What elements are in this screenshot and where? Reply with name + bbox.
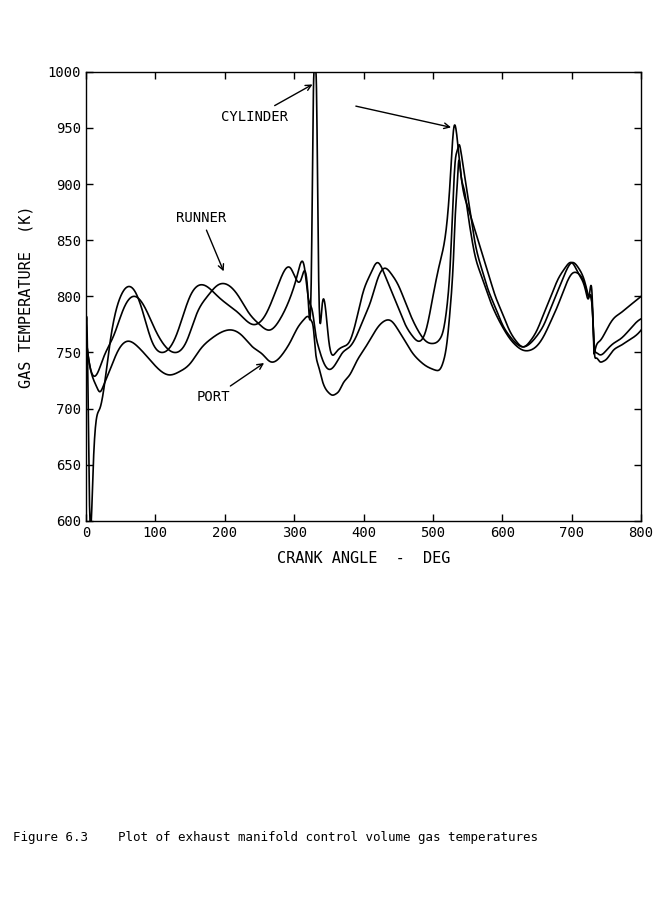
Text: RUNNER: RUNNER xyxy=(176,211,227,270)
X-axis label: CRANK ANGLE  -  DEG: CRANK ANGLE - DEG xyxy=(277,550,450,566)
Y-axis label: GAS TEMPERATURE  (K): GAS TEMPERATURE (K) xyxy=(19,205,34,388)
Text: Figure 6.3    Plot of exhaust manifold control volume gas temperatures: Figure 6.3 Plot of exhaust manifold cont… xyxy=(13,832,538,844)
Text: CYLINDER: CYLINDER xyxy=(221,85,311,124)
Text: PORT: PORT xyxy=(197,364,263,404)
